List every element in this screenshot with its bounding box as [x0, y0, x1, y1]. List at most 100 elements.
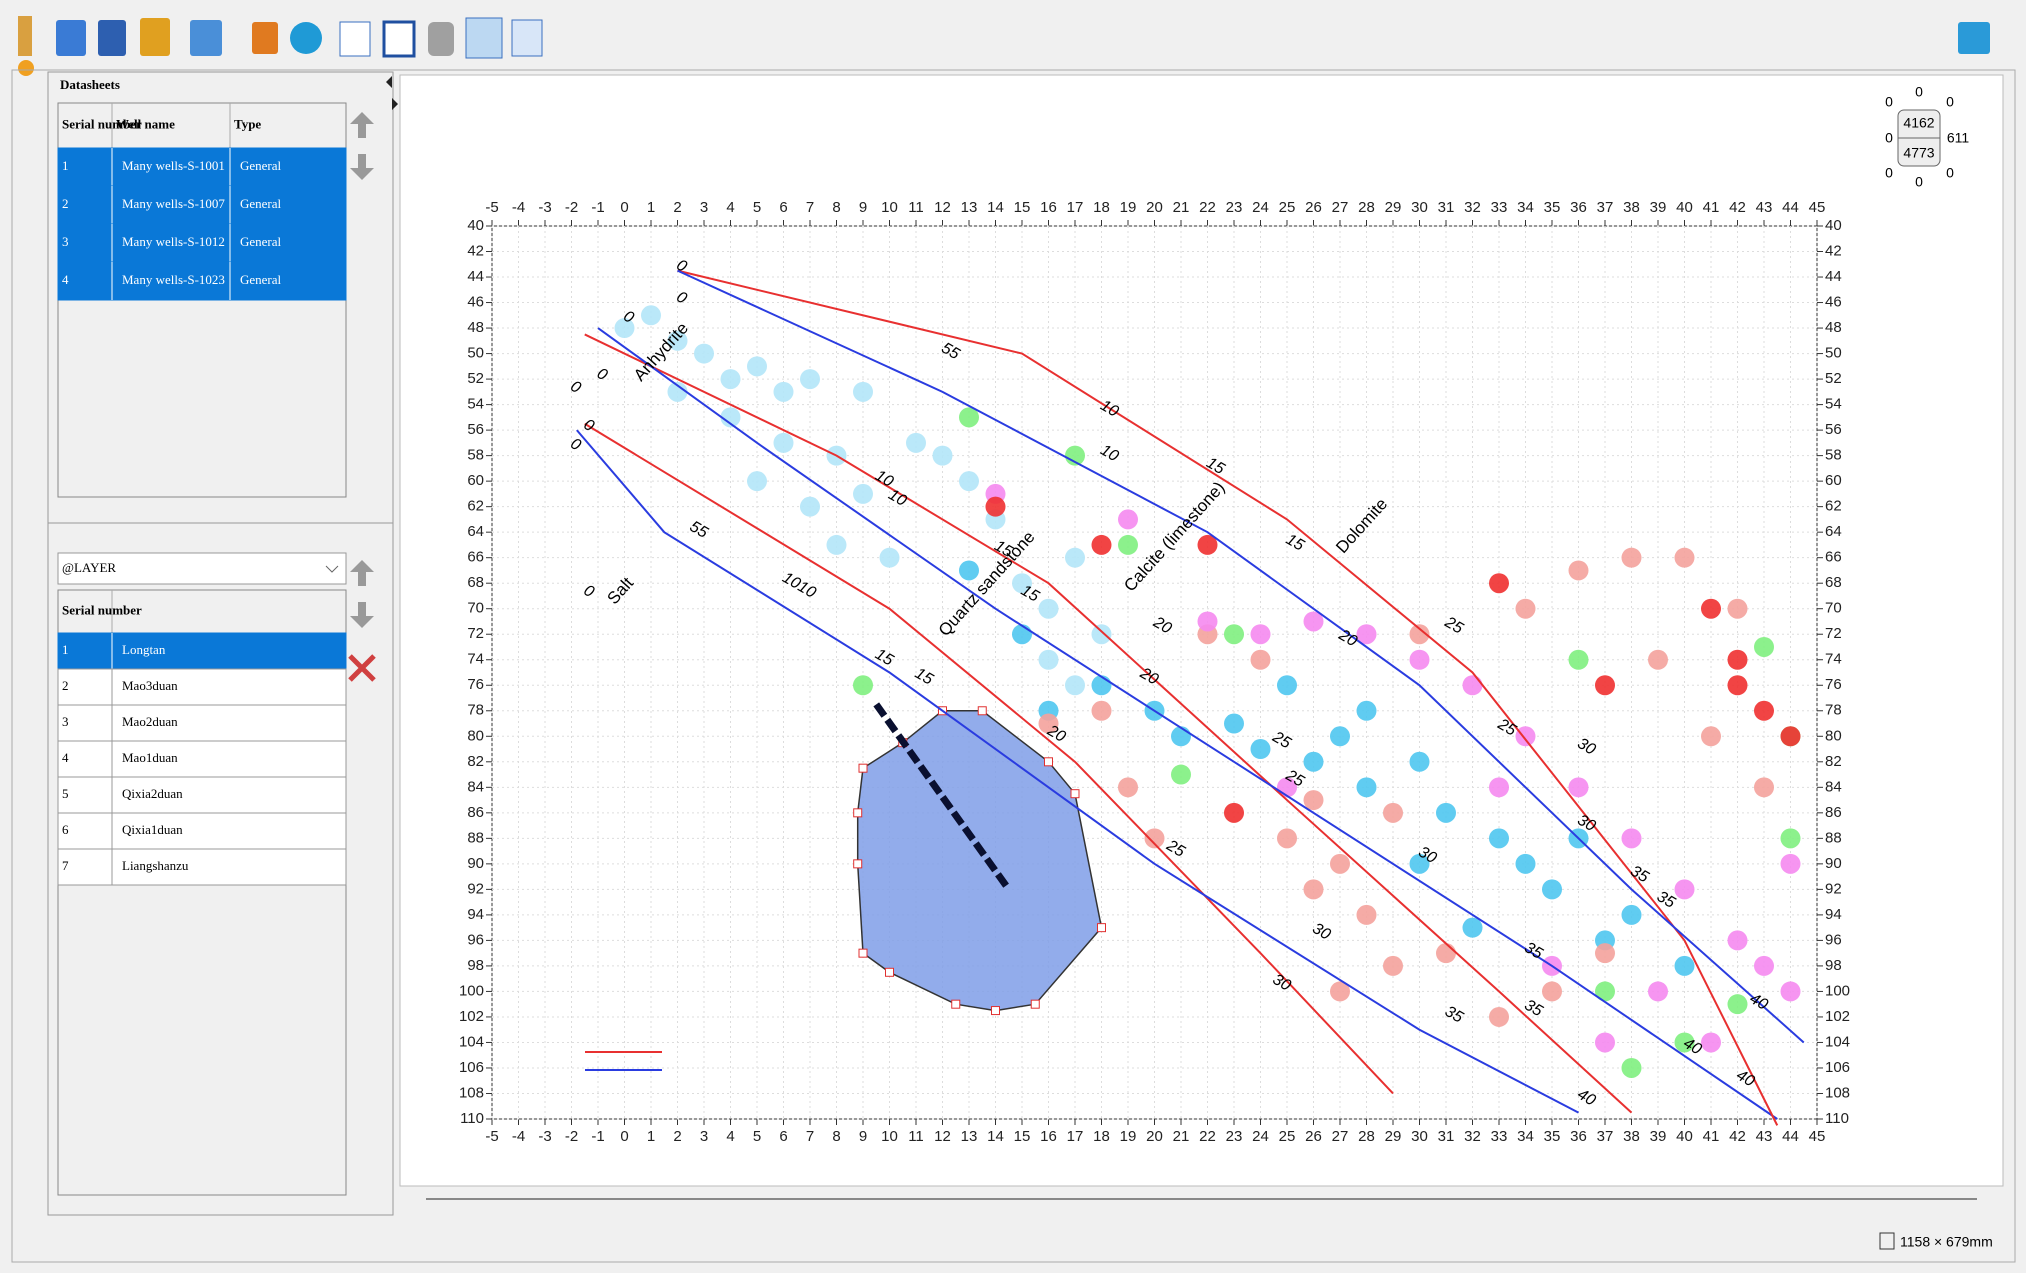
point	[641, 305, 661, 326]
x-tick-label: 32	[1464, 199, 1481, 216]
x-tick-label: 26	[1305, 199, 1322, 216]
status-size: 1158 × 679mm	[1900, 1234, 1993, 1250]
line-label: 30	[1574, 735, 1598, 759]
point	[1621, 904, 1642, 925]
point	[773, 381, 794, 402]
x-tick-label: -4	[512, 199, 525, 216]
x-tick-label: 18	[1093, 199, 1110, 216]
table-row[interactable]	[57, 704, 347, 742]
point	[1780, 828, 1801, 849]
line-label: 55	[687, 518, 711, 542]
move-up[interactable]	[350, 112, 374, 138]
table-row[interactable]	[57, 185, 347, 225]
point	[1674, 955, 1695, 976]
table-cell: Mao1duan	[122, 750, 178, 765]
table-row[interactable]	[57, 147, 347, 187]
tool-wand[interactable]	[252, 22, 278, 54]
tool-leaf[interactable]	[428, 22, 454, 56]
polygon-vertex	[853, 808, 863, 818]
tool-dat[interactable]	[140, 18, 170, 56]
point	[1250, 649, 1271, 670]
table-row[interactable]	[57, 848, 347, 886]
x-tick-label: 33	[1491, 199, 1508, 216]
side-icon[interactable]	[18, 60, 34, 76]
tool-grid[interactable]	[382, 20, 416, 58]
tool-open[interactable]	[56, 20, 86, 56]
point	[1754, 777, 1774, 798]
point	[1171, 764, 1191, 785]
table-cell: 4	[62, 750, 69, 765]
x-tick-label: 1	[647, 1128, 655, 1145]
point	[985, 496, 1006, 517]
tool-std[interactable]	[190, 20, 222, 56]
tool-settings[interactable]	[290, 22, 322, 54]
point	[1489, 573, 1509, 594]
x-tick-label: 4	[726, 199, 734, 216]
point	[1038, 713, 1059, 734]
table-row[interactable]	[57, 740, 347, 778]
point	[1780, 981, 1801, 1002]
y-tick-label: 78	[467, 702, 484, 719]
point	[747, 471, 767, 492]
splitter-arrows[interactable]	[386, 76, 398, 110]
y-tick-label: 82	[1825, 753, 1842, 770]
layer-up[interactable]	[350, 560, 374, 586]
tool-chart[interactable]	[511, 19, 543, 57]
table-row[interactable]	[57, 261, 347, 301]
y-tick-label: 50	[467, 345, 484, 362]
point	[1277, 828, 1297, 849]
column-header: Type	[234, 116, 261, 131]
y-tick-label: 78	[1825, 702, 1842, 719]
tool-save[interactable]	[98, 20, 126, 56]
point	[1621, 828, 1642, 849]
layer-delete[interactable]	[348, 654, 376, 682]
table-row[interactable]	[57, 812, 347, 850]
x-tick-label: 24	[1252, 1128, 1269, 1145]
x-tick-label: 33	[1491, 1128, 1508, 1145]
table-row[interactable]	[57, 776, 347, 814]
side-tab[interactable]	[18, 16, 32, 56]
point	[720, 407, 741, 428]
y-tick-label: 110	[1825, 1110, 1849, 1127]
x-tick-label: 23	[1226, 199, 1243, 216]
table-row[interactable]	[57, 223, 347, 263]
point	[1118, 534, 1138, 555]
layer-down[interactable]	[350, 602, 374, 628]
x-tick-label: 39	[1650, 1128, 1667, 1145]
y-tick-label: 108	[1825, 1084, 1850, 1101]
line-label: 35	[1442, 1003, 1466, 1027]
line-label: 40	[1747, 990, 1771, 1014]
point	[1065, 547, 1085, 568]
tool-mail[interactable]	[1958, 22, 1990, 54]
point	[1171, 726, 1191, 747]
point	[959, 407, 979, 428]
point	[1197, 534, 1218, 555]
table-cell: 2	[62, 196, 69, 211]
move-down[interactable]	[350, 154, 374, 180]
y-tick-label: 88	[1825, 829, 1842, 846]
column-header: Well name	[116, 116, 175, 131]
x-tick-label: 6	[779, 199, 787, 216]
x-tick-label: 13	[961, 1128, 978, 1145]
x-tick-label: 13	[961, 199, 978, 216]
nav-value: 4773	[1903, 145, 1934, 161]
point	[747, 356, 767, 377]
y-tick-label: 48	[467, 319, 484, 336]
layer-dropdown[interactable]	[57, 552, 347, 585]
table-row[interactable]	[57, 632, 347, 670]
x-tick-label: 42	[1729, 1128, 1746, 1145]
point	[853, 483, 873, 504]
x-tick-label: 25	[1279, 199, 1296, 216]
point	[1515, 853, 1536, 874]
tool-panel[interactable]	[465, 17, 503, 59]
point	[773, 432, 794, 453]
x-tick-label: 8	[832, 199, 840, 216]
y-tick-label: 94	[467, 906, 484, 923]
y-tick-label: 98	[467, 957, 484, 974]
x-tick-label: 27	[1332, 199, 1349, 216]
point	[1038, 649, 1059, 670]
tool-scatter[interactable]	[339, 21, 371, 57]
table-row[interactable]	[57, 668, 347, 706]
x-tick-label: 43	[1756, 1128, 1773, 1145]
